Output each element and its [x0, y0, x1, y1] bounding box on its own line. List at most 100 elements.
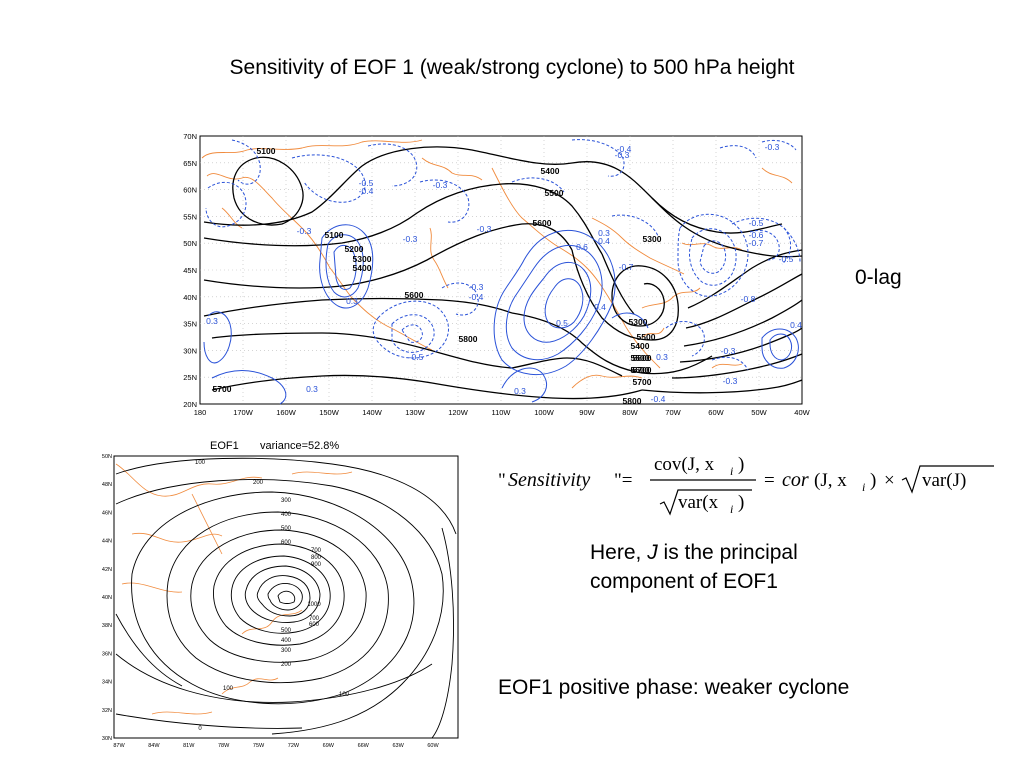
eof1-contour-label: 800	[311, 555, 322, 561]
eof1-contour-label: 300	[281, 648, 292, 654]
height-contours	[203, 146, 803, 400]
sensitivity-contour-label: 0.3	[306, 384, 318, 394]
eof1-lon-tick-label: 60W	[427, 743, 439, 748]
sensitivity-contour-label: -0.6	[749, 230, 764, 240]
height-contour-label: 5600	[533, 218, 552, 228]
height-contour-label: 5700	[633, 365, 652, 375]
eof1-contour-label: 700	[309, 616, 320, 622]
sensitivity-contour-label: -0.3	[469, 282, 484, 292]
lon-tick-label: 120W	[448, 408, 469, 417]
lon-tick-label: 50W	[751, 408, 767, 417]
eof1-lon-tick-label: 72W	[288, 743, 300, 748]
formula-denominator-close: )	[738, 492, 744, 513]
formula-cor: cor	[782, 469, 809, 491]
formula-cor-close: )	[870, 470, 876, 491]
eof1-map-title-left: EOF1	[210, 440, 239, 452]
eof1-lon-tick-label: 75W	[253, 743, 265, 748]
formula-numerator-sub: i	[730, 464, 733, 478]
eof1-contour-label: 500	[281, 526, 292, 532]
formula-cor-args: (J, x	[814, 470, 847, 491]
lon-tick-label: 110W	[491, 408, 511, 417]
height-contour-label: 5200	[345, 244, 364, 254]
eof1-lat-tick-label: 42N	[102, 567, 112, 573]
sensitivity-contour-label: -0.8	[741, 294, 756, 304]
eof1-lat-tick-label: 38N	[102, 623, 112, 629]
lon-tick-label: 90W	[579, 408, 595, 417]
eof1-contour-label: 300	[281, 498, 292, 504]
sensitivity-contour-label: 0.4	[790, 320, 802, 330]
formula-denominator-sub: i	[730, 502, 733, 516]
formula-quote-close-eq: "=	[614, 470, 632, 491]
eof1-contour-label: 600	[281, 540, 292, 546]
sensitivity-contour-label: 0.3	[598, 228, 610, 238]
sensitivity-contour-label: -0.7	[619, 262, 634, 272]
formula-numerator-close: )	[738, 454, 744, 475]
lon-tick-label: 100W	[534, 408, 555, 417]
eof1-contour-label: 1000	[307, 602, 321, 608]
eof1-contour-label: 100	[339, 692, 350, 698]
sensitivity-contour-label: -0.3	[615, 150, 630, 160]
height-contour-label: 5100	[325, 230, 344, 240]
height-contour-label: 5600	[405, 290, 424, 300]
lon-tick-label: 150W	[319, 408, 340, 417]
eof1-contour-label: 200	[253, 480, 264, 486]
lat-tick-label: 55N	[183, 212, 197, 221]
formula-denominator: var(x	[678, 492, 719, 513]
sensitivity-contour-label: -0.3	[297, 226, 312, 236]
eof1-lat-tick-label: 44N	[102, 539, 112, 545]
eof1-lat-tick-label: 40N	[102, 595, 112, 601]
lat-tick-label: 25N	[183, 373, 197, 382]
formula-var-j: var(J)	[922, 470, 966, 491]
sensitivity-contour-label: -0.4	[469, 292, 484, 302]
sensitivity-contour-label: -0.3	[723, 376, 738, 386]
eof1-map: EOF1 variance=52.8% 10020030040050060070…	[102, 440, 459, 748]
height-contour-label: 5800	[459, 334, 478, 344]
lat-tick-label: 30N	[183, 346, 197, 355]
lon-tick-label: 160W	[276, 408, 297, 417]
slide-title: Sensitivity of EOF 1 (weak/strong cyclon…	[229, 56, 795, 79]
sensitivity-contour-label: -0.3	[403, 234, 418, 244]
eof1-contour-label: 100	[195, 460, 206, 466]
height-contour-label: 5600	[631, 365, 650, 375]
lon-tick-label: 80W	[622, 408, 638, 417]
lat-tick-label: 70N	[183, 132, 197, 141]
eof1-contours	[115, 457, 457, 739]
eof1-lon-tick-label: 87W	[113, 743, 125, 748]
phase-text: EOF1 positive phase: weaker cyclone	[498, 676, 850, 699]
eof1-contour-label: 200	[281, 662, 292, 668]
eof1-lat-tick-label: 48N	[102, 482, 112, 488]
eof1-contour-label: 100	[223, 686, 234, 692]
height-contour-label: 5400	[353, 263, 372, 273]
eof1-lon-tick-label: 66W	[358, 743, 370, 748]
lag-label: 0-lag	[855, 266, 902, 289]
note-j: J	[647, 541, 658, 564]
sensitivity-contour-label: -0.3	[477, 224, 492, 234]
lon-tick-label: 60W	[708, 408, 724, 417]
eof1-lon-tick-label: 84W	[148, 743, 160, 748]
sensitivity-contour-label: 0.4	[598, 236, 610, 246]
sensitivity-contour-label: -0.5	[779, 254, 794, 264]
formula-quote-open: "	[498, 470, 506, 491]
eof1-lat-tick-label: 34N	[102, 680, 112, 686]
note-line2: component of EOF1	[590, 570, 778, 593]
sensitivity-map: 5100540055005600530051005200530054005600…	[183, 132, 810, 417]
height-contour-label: 5800	[623, 396, 642, 406]
lon-tick-label: 180	[194, 408, 207, 417]
lat-tick-label: 40N	[183, 293, 197, 302]
note-suffix: is the principal	[663, 541, 798, 564]
sensitivity-contour-label: 0.5	[556, 318, 568, 328]
lat-tick-label: 50N	[183, 239, 197, 248]
lat-tick-label: 65N	[183, 159, 197, 168]
sqrt-sign	[659, 489, 752, 516]
lon-tick-label: 40W	[794, 408, 810, 417]
sensitivity-contour-label: -0.4	[617, 144, 632, 154]
sensitivity-contour-label: -0.4	[651, 394, 666, 404]
sensitivity-contour-label: -0.4	[359, 186, 374, 196]
sensitivity-contour-label: 0.3	[346, 296, 358, 306]
height-contour-label: 5100	[257, 146, 276, 156]
eof1-contour-label: 0	[198, 726, 202, 732]
eof1-lat-tick-label: 46N	[102, 510, 112, 516]
sensitivity-contour-label: 0.4	[594, 302, 606, 312]
eof1-contour-label: 400	[281, 638, 292, 644]
height-contour-label: 5500	[631, 353, 650, 363]
